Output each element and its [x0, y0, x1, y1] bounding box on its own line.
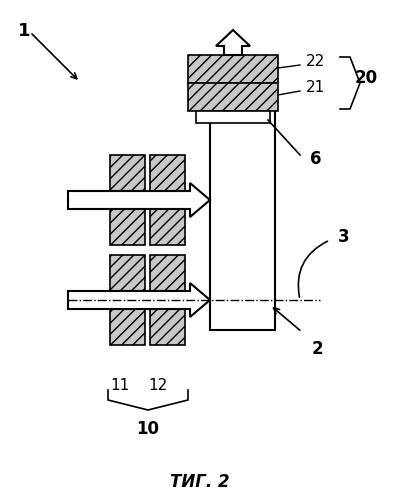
Text: 11: 11 — [110, 378, 130, 393]
Bar — [150, 255, 185, 345]
Bar — [196, 111, 270, 123]
Text: 12: 12 — [148, 378, 168, 393]
Bar — [188, 83, 278, 111]
Text: 1: 1 — [18, 22, 30, 40]
Bar — [110, 155, 145, 245]
Bar — [210, 85, 275, 330]
Text: 3: 3 — [338, 228, 350, 246]
Polygon shape — [68, 183, 210, 217]
Text: 21: 21 — [306, 80, 325, 96]
Text: 6: 6 — [310, 150, 322, 168]
Polygon shape — [216, 30, 250, 55]
Text: 22: 22 — [306, 54, 325, 70]
Bar — [188, 55, 278, 83]
Text: 20: 20 — [355, 69, 378, 87]
Bar — [110, 255, 145, 345]
Bar — [150, 155, 185, 245]
Polygon shape — [68, 283, 210, 317]
Text: 10: 10 — [136, 420, 160, 438]
Text: 2: 2 — [312, 340, 324, 358]
Text: ΤИГ. 2: ΤИГ. 2 — [170, 473, 230, 491]
